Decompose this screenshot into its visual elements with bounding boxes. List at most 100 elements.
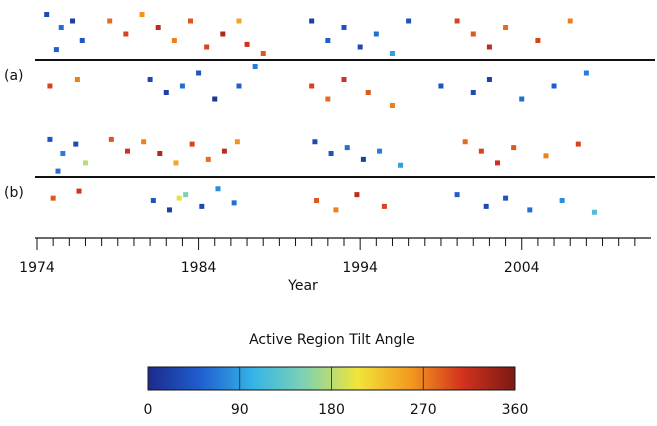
point [309,18,315,24]
point [309,83,315,89]
point [551,83,557,89]
point [252,64,258,69]
point [486,77,492,82]
point [221,148,227,154]
point [591,209,597,215]
point [73,141,79,147]
point [454,18,460,24]
point [381,203,387,209]
colorbar-tick-label: 180 [318,402,345,418]
panel-label: (a) [4,68,24,84]
point [60,151,66,156]
point [244,41,250,47]
point [325,38,331,43]
point [389,51,395,56]
colorbar-tick-label: 0 [144,402,153,418]
point [74,77,80,82]
point [470,31,476,37]
panel-label: (b) [4,185,24,201]
point [483,203,489,209]
point [155,25,161,30]
point [199,203,205,209]
point [76,188,82,194]
point [196,70,202,76]
point [365,90,371,95]
point [377,148,383,154]
point [503,195,509,201]
point [58,25,64,30]
x-tick-label: 1974 [19,260,55,276]
point [236,18,242,24]
point [575,141,581,147]
point [179,83,185,89]
x-tick-label: 1994 [342,260,378,276]
point [543,153,549,159]
point [176,195,182,201]
point [341,77,347,82]
x-axis-label: Year [287,278,318,294]
point [47,136,53,142]
point [454,192,460,198]
point [50,195,56,201]
point [567,18,573,24]
point [398,162,404,168]
point [141,139,147,145]
point [314,198,320,203]
point [406,18,412,24]
point [163,90,169,95]
point [205,156,211,162]
point [147,77,153,82]
point [215,186,221,192]
point [220,31,226,37]
point [360,156,366,162]
point [139,12,145,17]
point [107,18,113,24]
x-tick-label: 2004 [504,260,540,276]
point [204,44,210,50]
point [189,141,195,147]
point [389,103,395,108]
point [527,207,533,213]
point [212,96,218,102]
point [328,151,334,156]
point [82,160,88,166]
point [344,145,350,151]
point [503,25,509,30]
point [188,18,193,24]
point [354,192,360,198]
point [260,51,266,56]
point [373,31,379,37]
point [150,198,156,203]
point [123,31,129,37]
x-tick-label: 1984 [181,260,217,276]
point [166,207,172,213]
point [231,200,237,206]
point [478,148,484,154]
point [157,151,163,156]
point [124,148,130,154]
point [108,136,114,142]
point [341,25,347,30]
point [183,192,189,198]
point [438,83,444,89]
colorbar-title: Active Region Tilt Angle [249,332,415,348]
point [173,160,179,166]
point [559,198,565,203]
point [470,90,476,95]
point [55,168,61,174]
colorbar-tick-label: 360 [502,402,529,418]
point [519,96,525,102]
colorbar-tick-label: 270 [410,402,437,418]
point [583,70,589,76]
point [236,83,242,89]
point [333,207,339,213]
point [462,139,468,145]
point [495,160,500,166]
point [70,18,76,24]
point [312,139,318,145]
point [171,38,177,43]
point [53,47,59,53]
point [325,96,331,102]
point [79,38,85,43]
